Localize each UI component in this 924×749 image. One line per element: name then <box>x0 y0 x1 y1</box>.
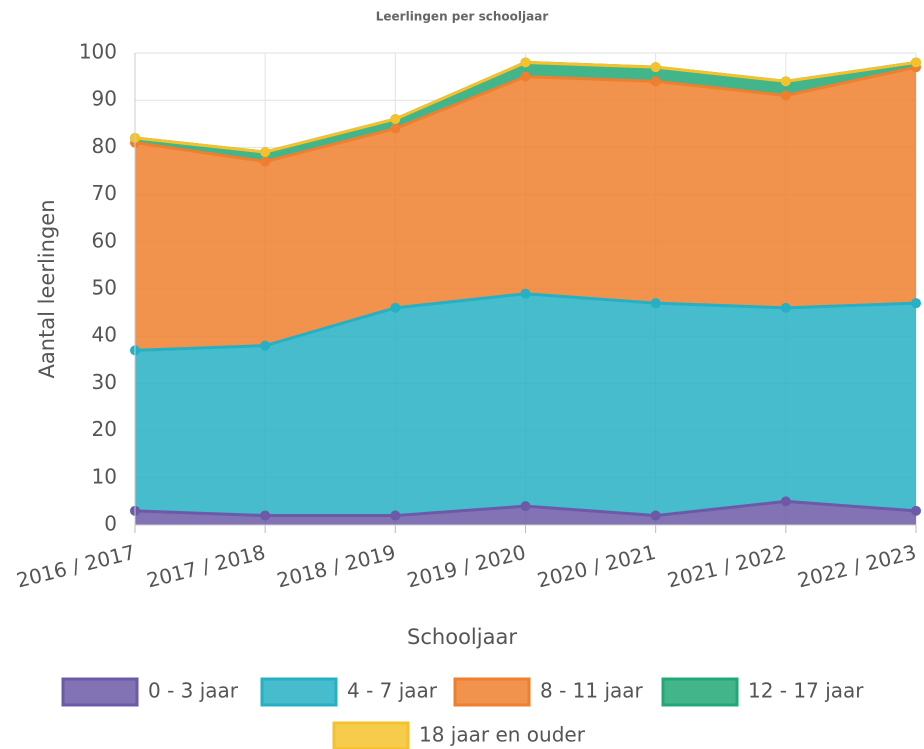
x-tick-label: 2018 / 2019 <box>274 540 397 593</box>
y-tick-label: 30 <box>92 370 117 394</box>
point <box>520 71 531 82</box>
area <box>135 67 916 351</box>
point <box>911 57 921 68</box>
point <box>911 298 921 309</box>
y-tick-label: 50 <box>92 276 117 300</box>
legend-label: 8 - 11 jaar <box>540 679 644 703</box>
point <box>911 505 921 516</box>
point <box>520 501 531 512</box>
legend-label: 4 - 7 jaar <box>347 679 438 703</box>
legend-label: 12 - 17 jaar <box>748 679 864 703</box>
point <box>260 340 271 351</box>
x-axis-label: Schooljaar <box>407 625 517 649</box>
point <box>390 114 401 125</box>
x-tick-label: 2020 / 2021 <box>535 540 658 593</box>
point <box>650 298 661 309</box>
point <box>520 57 531 68</box>
point <box>390 302 401 313</box>
y-tick-label: 10 <box>92 464 117 488</box>
chart-title: Leerlingen per schooljaar <box>376 10 549 24</box>
point <box>260 156 271 167</box>
area <box>135 293 916 516</box>
x-tick-label: 2022 / 2023 <box>795 540 918 593</box>
x-tick-label: 2019 / 2020 <box>405 540 528 593</box>
point <box>260 147 271 158</box>
point <box>390 123 401 134</box>
point <box>780 76 791 87</box>
y-tick-label: 90 <box>92 87 117 111</box>
point <box>780 302 791 313</box>
y-tick-label: 20 <box>92 417 117 441</box>
legend-swatch <box>332 721 410 749</box>
y-tick-label: 60 <box>92 228 117 252</box>
y-tick-label: 0 <box>104 512 117 536</box>
x-tick-label: 2016 / 2017 <box>14 540 137 593</box>
point <box>780 90 791 101</box>
legend-swatch <box>453 677 531 707</box>
y-axis-label: Aantal leerlingen <box>35 199 59 378</box>
legend-label: 0 - 3 jaar <box>148 679 239 703</box>
point <box>780 496 791 507</box>
legend-swatch <box>661 677 739 707</box>
area <box>135 501 916 525</box>
point <box>390 510 401 521</box>
point <box>520 288 531 299</box>
x-tick-label: 2021 / 2022 <box>665 540 788 593</box>
point <box>650 510 661 521</box>
point <box>650 76 661 87</box>
y-tick-label: 70 <box>92 181 117 205</box>
legend-swatch <box>61 677 139 707</box>
y-tick-label: 80 <box>92 134 117 158</box>
legend-swatch <box>260 677 338 707</box>
y-tick-label: 100 <box>79 40 117 64</box>
y-tick-label: 40 <box>92 323 117 347</box>
x-tick-label: 2017 / 2018 <box>144 540 267 593</box>
point <box>650 62 661 73</box>
point <box>260 510 271 521</box>
legend-label: 18 jaar en ouder <box>419 723 586 747</box>
